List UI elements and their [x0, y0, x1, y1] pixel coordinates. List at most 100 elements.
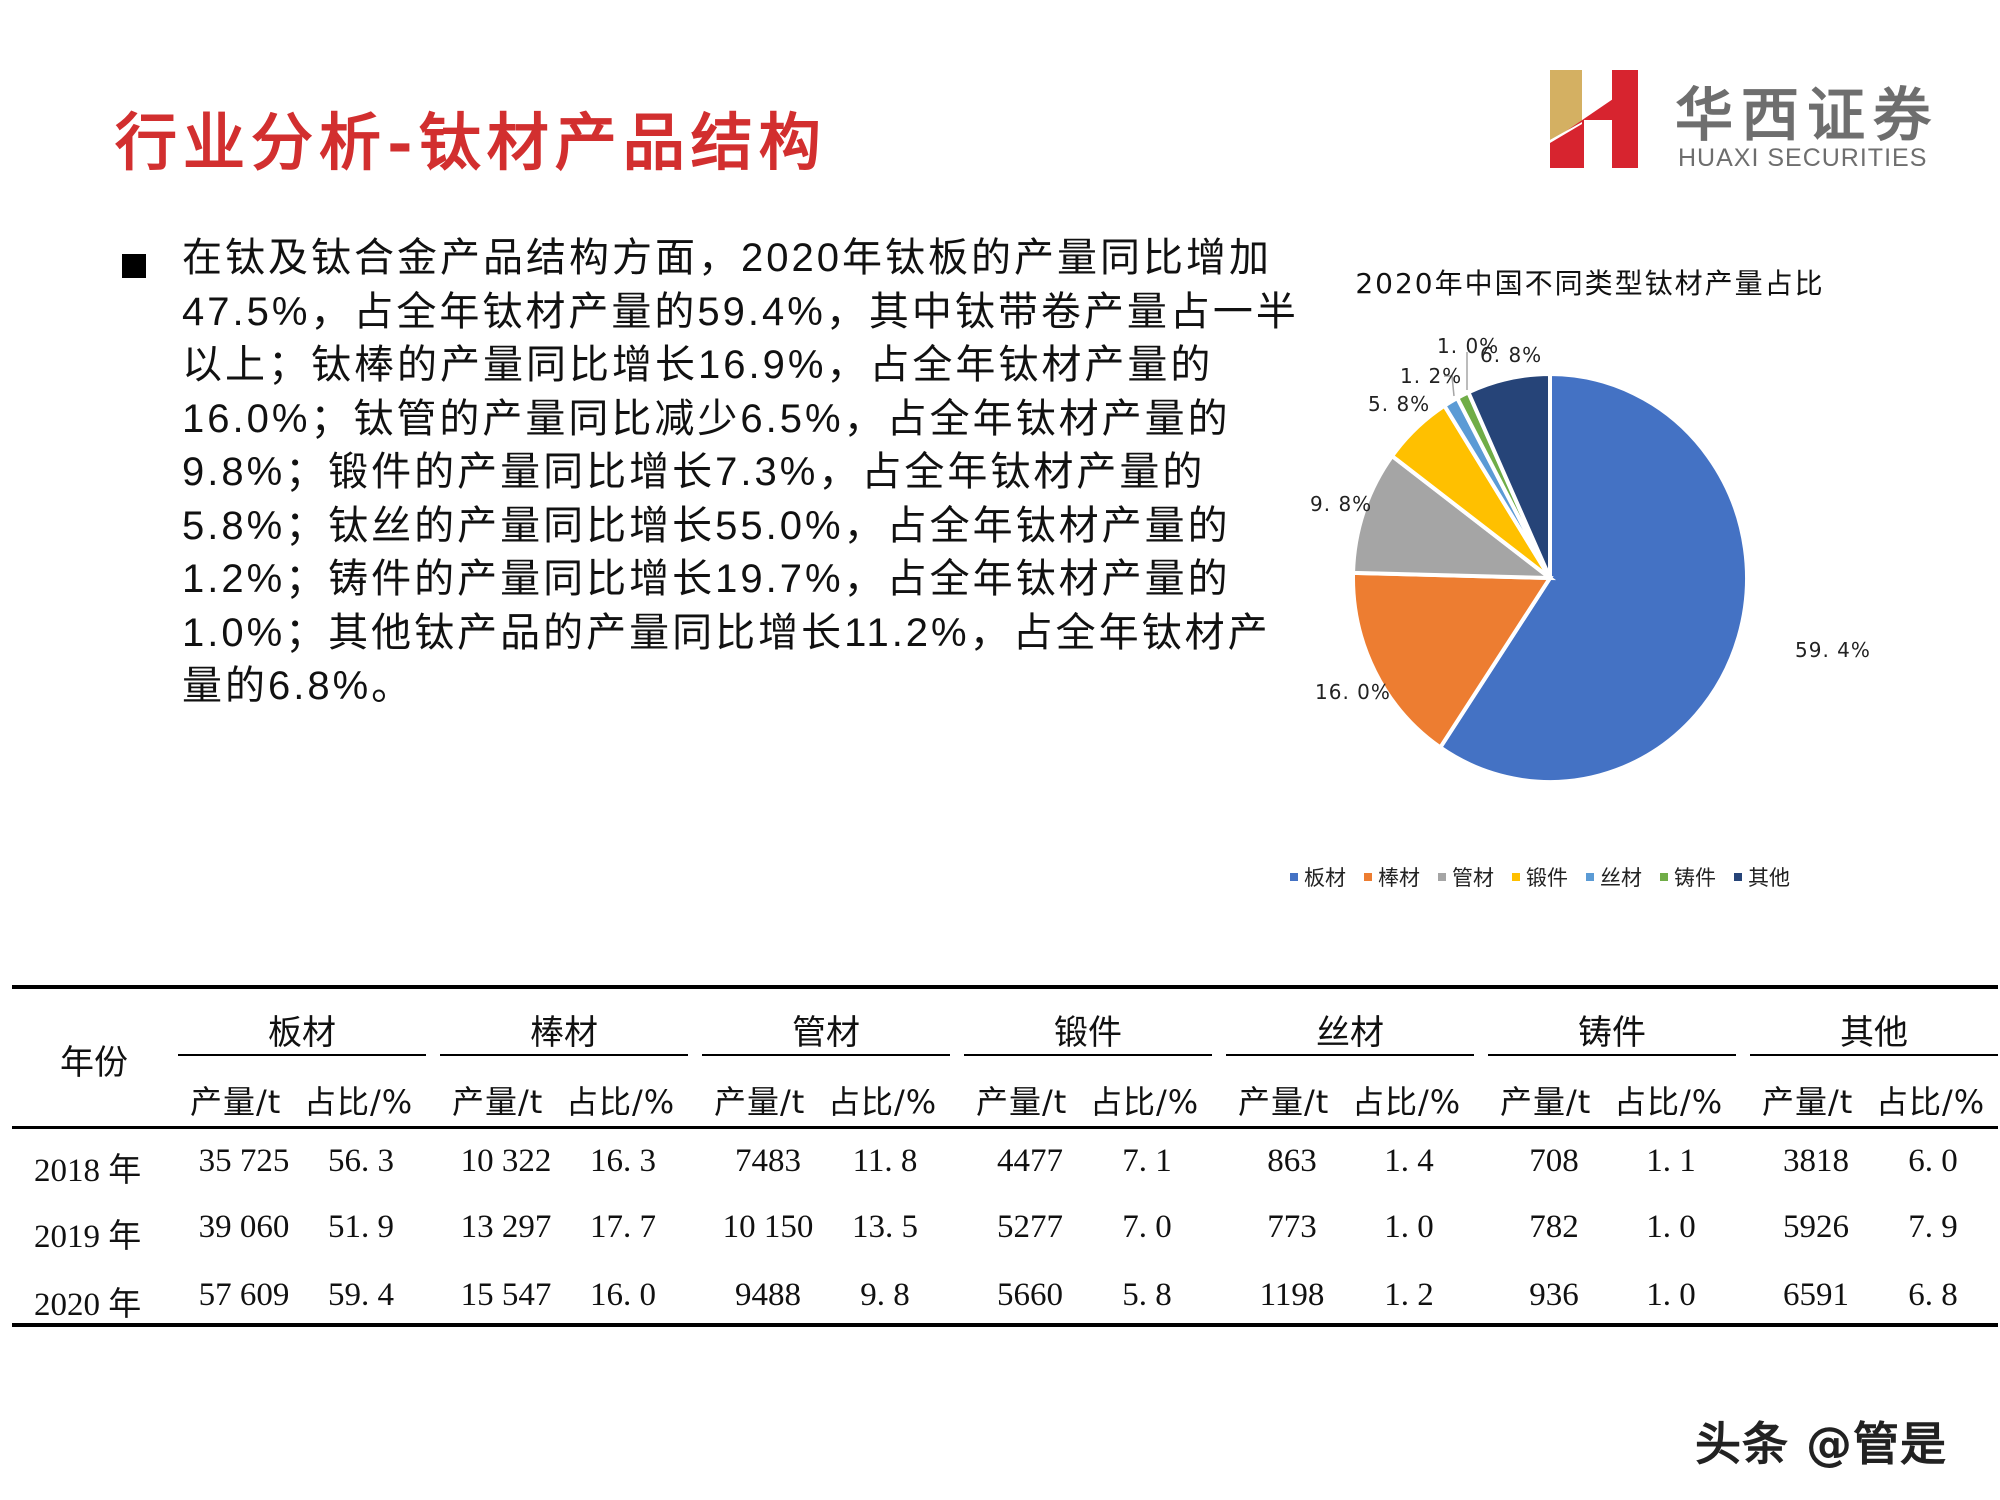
pie-slice-其他 [1465, 371, 1552, 579]
cell-share: 1. 0 [1384, 1209, 1434, 1245]
table-header-rule [12, 1126, 1998, 1129]
pie-label-板材: 59. 4% [1795, 638, 1871, 662]
pie-label-其他: 6. 8% [1480, 343, 1543, 367]
legend-label: 板材 [1304, 866, 1346, 890]
group-name: 丝材 [1316, 1013, 1384, 1053]
cell-share: 16. 0 [590, 1277, 656, 1313]
cell-share: 13. 5 [852, 1209, 918, 1245]
sub-header-share: 占比/% [1614, 1083, 1724, 1121]
sub-header-share: 占比/% [1352, 1083, 1462, 1121]
cell-year: 2018 年 [34, 1153, 142, 1189]
cell-output: 863 [1267, 1143, 1317, 1179]
cell-share: 1. 0 [1646, 1209, 1696, 1245]
legend-swatch-icon [1438, 873, 1446, 881]
sub-header-output: 产量/t [714, 1083, 806, 1121]
bullet-text: 在钛及钛合金产品结构方面，2020年钛板的产量同比增加47.5%，占全年钛材产量… [182, 236, 1299, 708]
group-underline [440, 1054, 688, 1056]
cell-output: 1198 [1259, 1277, 1325, 1313]
cell-share: 1. 0 [1646, 1277, 1696, 1313]
huaxi-logo: 华西证券 HUAXI SECURITIES [1540, 64, 1980, 184]
legend-swatch-icon [1734, 873, 1742, 881]
group-name: 管材 [792, 1013, 860, 1053]
cell-share: 1. 1 [1646, 1143, 1696, 1179]
sub-header-output: 产量/t [1762, 1083, 1854, 1121]
cell-output: 57 609 [198, 1277, 290, 1313]
chart-legend: 板材 棒材 管材 锻件 丝材 铸件 其他 [1290, 862, 1910, 892]
chart-title: 2020年中国不同类型钛材产量占比 [1355, 267, 1825, 300]
cell-output: 9488 [735, 1277, 801, 1313]
group-underline [1750, 1054, 1998, 1056]
legend-label: 管材 [1452, 866, 1494, 890]
legend-item-板材: 板材 [1290, 862, 1346, 892]
cell-output: 3818 [1783, 1143, 1849, 1179]
group-name: 其他 [1840, 1013, 1908, 1053]
table-bottom-rule [12, 1323, 1998, 1327]
sub-header-share: 占比/% [828, 1083, 938, 1121]
cell-year: 2019 年 [34, 1219, 142, 1255]
cell-share: 6. 0 [1908, 1143, 1958, 1179]
legend-swatch-icon [1586, 873, 1594, 881]
legend-item-管材: 管材 [1438, 862, 1494, 892]
legend-label: 丝材 [1600, 866, 1642, 890]
cell-output: 6591 [1783, 1277, 1849, 1313]
group-underline [1488, 1054, 1736, 1056]
cell-output: 5277 [997, 1209, 1063, 1245]
pie-plot [1351, 352, 1749, 784]
cell-share: 51. 9 [328, 1209, 394, 1245]
legend-swatch-icon [1364, 873, 1372, 881]
group-name: 锻件 [1054, 1013, 1122, 1053]
cell-share: 56. 3 [328, 1143, 394, 1179]
legend-label: 铸件 [1674, 866, 1716, 890]
cell-output: 773 [1267, 1209, 1317, 1245]
pie-chart: 2020年中国不同类型钛材产量占比 59. 4% 16. 0% 9. 8% 5. 8%… [1280, 250, 1900, 890]
cell-output: 39 060 [198, 1209, 290, 1245]
pie-label-锻件: 5. 8% [1368, 392, 1431, 416]
cell-output: 708 [1529, 1143, 1579, 1179]
page-title: 行业分析-钛材产品结构 [115, 106, 827, 179]
watermark: 头条 @管是 [1695, 1417, 1948, 1471]
group-underline [178, 1054, 426, 1056]
legend-label: 锻件 [1526, 866, 1568, 890]
cell-output: 35 725 [198, 1143, 290, 1179]
year-column-header: 年份 [60, 1043, 128, 1083]
legend-item-锻件: 锻件 [1512, 862, 1568, 892]
legend-label: 其他 [1748, 866, 1790, 890]
cell-share: 7. 0 [1122, 1209, 1172, 1245]
pie-label-管材: 9. 8% [1310, 492, 1373, 516]
legend-swatch-icon [1512, 873, 1520, 881]
sub-header-share: 占比/% [1876, 1083, 1986, 1121]
legend-item-棒材: 棒材 [1364, 862, 1420, 892]
cell-output: 10 322 [460, 1143, 552, 1179]
pie-label-丝材: 1. 2% [1400, 364, 1463, 388]
group-underline [964, 1054, 1212, 1056]
sub-header-output: 产量/t [1500, 1083, 1592, 1121]
pie-label-棒材: 16. 0% [1315, 680, 1391, 704]
huaxi-h-logo-icon [1550, 70, 1638, 168]
cell-output: 5926 [1783, 1209, 1849, 1245]
cell-share: 9. 8 [860, 1277, 910, 1313]
cell-year: 2020 年 [34, 1287, 142, 1323]
group-name: 铸件 [1578, 1013, 1646, 1053]
sub-header-share: 占比/% [566, 1083, 676, 1121]
sub-header-share: 占比/% [304, 1083, 414, 1121]
leader-line [1444, 375, 1455, 397]
legend-item-丝材: 丝材 [1586, 862, 1642, 892]
group-underline [702, 1054, 950, 1056]
cell-share: 17. 7 [590, 1209, 656, 1245]
sub-header-output: 产量/t [1238, 1083, 1330, 1121]
cell-share: 5. 8 [1122, 1277, 1172, 1313]
group-name: 板材 [268, 1013, 336, 1053]
cell-output: 4477 [997, 1143, 1063, 1179]
logo-chinese-name: 华西证券 [1675, 81, 1940, 149]
pie-slice-管材 [1351, 453, 1557, 581]
legend-swatch-icon [1660, 873, 1668, 881]
pie-label-铸件: 1. 0% [1437, 334, 1500, 358]
pie-slice-棒材 [1351, 570, 1554, 751]
cell-output: 782 [1529, 1209, 1579, 1245]
sub-header-share: 占比/% [1090, 1083, 1200, 1121]
group-underline [1226, 1054, 1474, 1056]
legend-item-铸件: 铸件 [1660, 862, 1716, 892]
black-square-bullet-icon [122, 254, 146, 278]
cell-share: 7. 9 [1908, 1209, 1958, 1245]
pie-slice-板材 [1437, 371, 1749, 784]
